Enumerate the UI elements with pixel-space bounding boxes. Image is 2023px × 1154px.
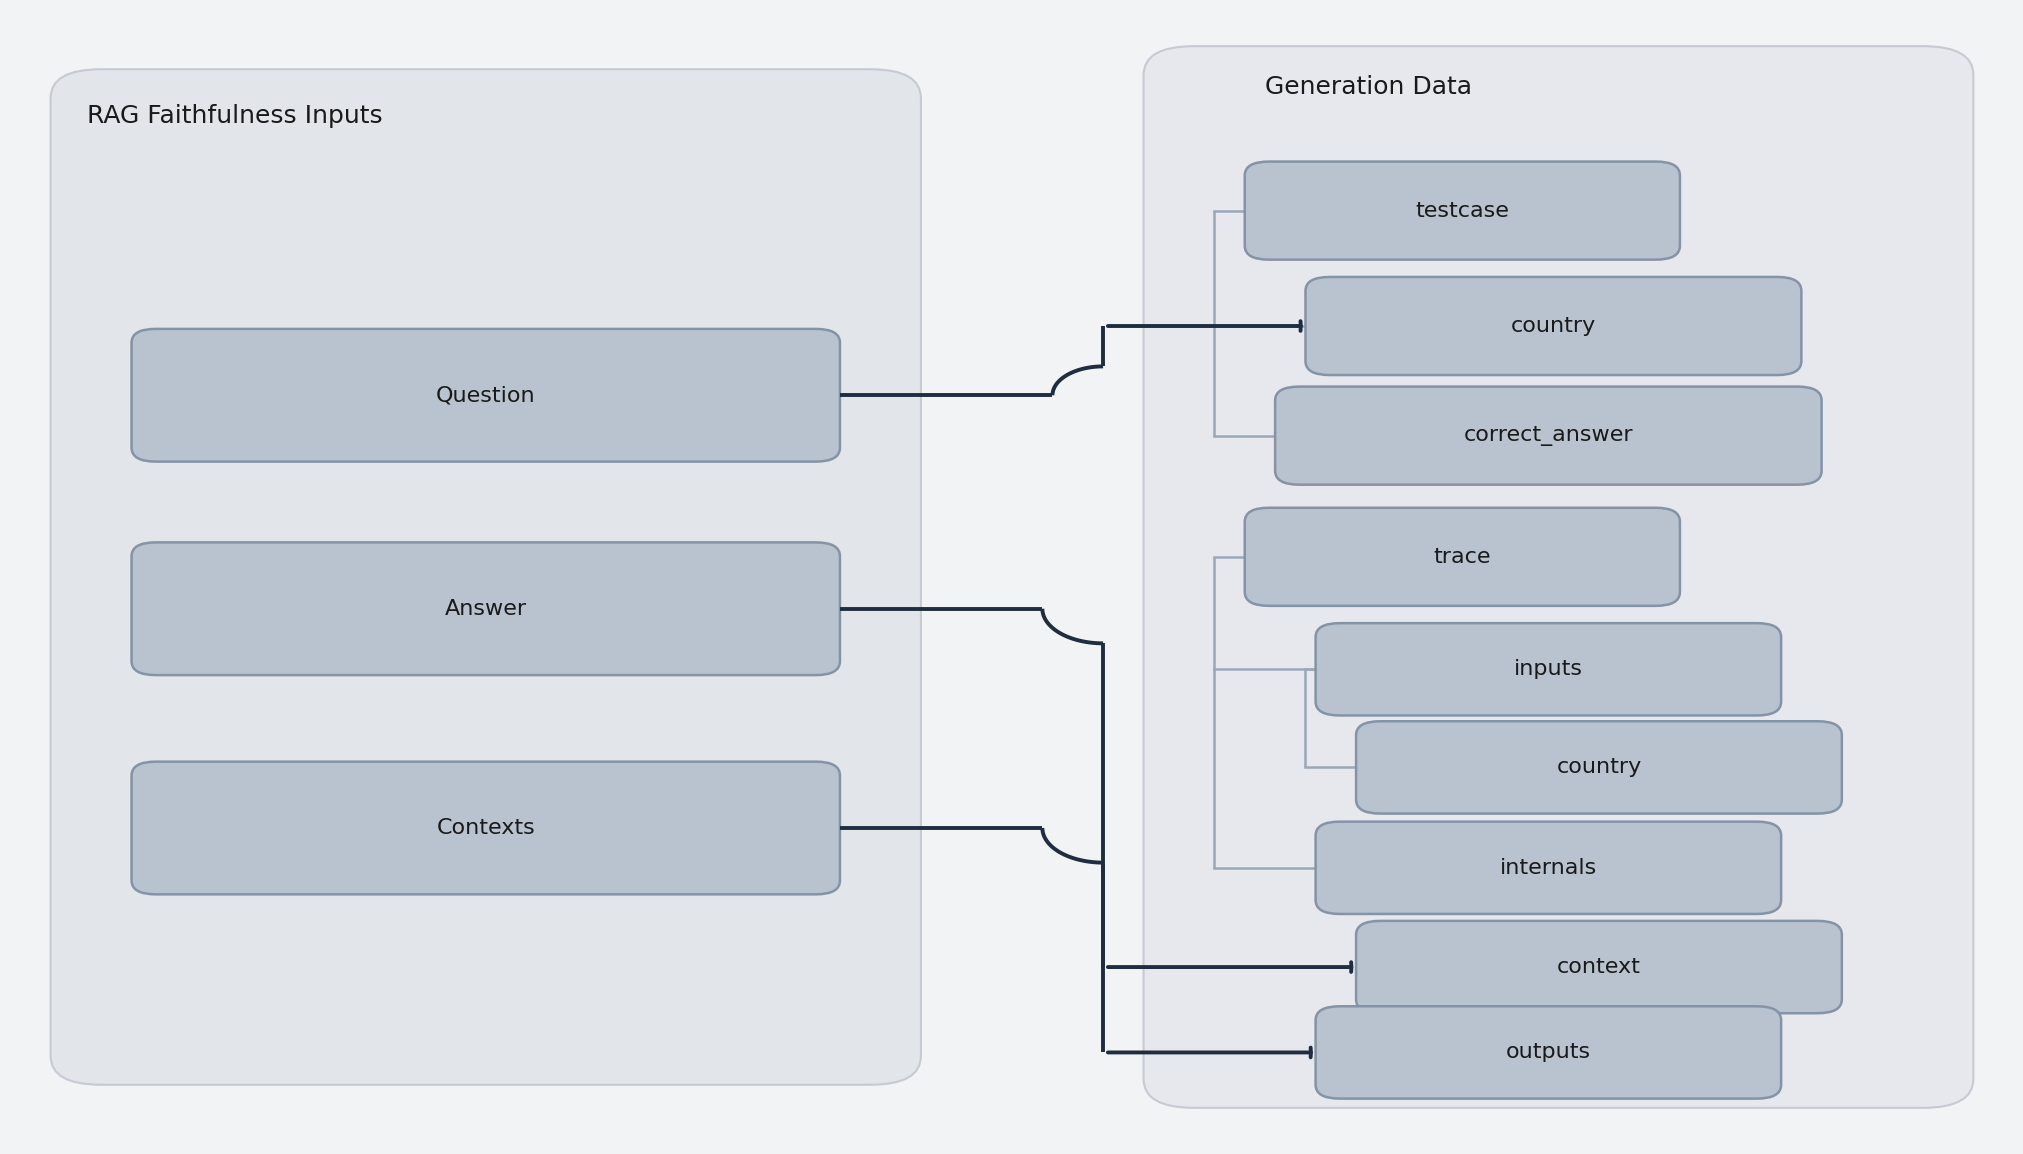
Text: Generation Data: Generation Data [1264,75,1471,99]
Text: country: country [1509,316,1596,336]
FancyBboxPatch shape [1355,721,1841,814]
FancyBboxPatch shape [51,69,920,1085]
FancyBboxPatch shape [1244,162,1679,260]
Text: country: country [1556,757,1641,778]
Text: RAG Faithfulness Inputs: RAG Faithfulness Inputs [87,104,382,128]
Text: Question: Question [435,385,536,405]
FancyBboxPatch shape [1355,921,1841,1013]
FancyBboxPatch shape [1315,822,1780,914]
Text: Answer: Answer [445,599,526,619]
FancyBboxPatch shape [131,542,840,675]
Text: context: context [1556,957,1641,977]
FancyBboxPatch shape [1315,623,1780,715]
Text: inputs: inputs [1513,659,1582,680]
Text: Contexts: Contexts [437,818,534,838]
Text: trace: trace [1432,547,1491,567]
FancyBboxPatch shape [1305,277,1800,375]
Text: testcase: testcase [1414,201,1509,220]
Text: internals: internals [1499,857,1596,878]
FancyBboxPatch shape [131,762,840,894]
FancyBboxPatch shape [131,329,840,462]
FancyBboxPatch shape [1244,508,1679,606]
Text: outputs: outputs [1505,1042,1590,1063]
FancyBboxPatch shape [1315,1006,1780,1099]
FancyBboxPatch shape [1143,46,1972,1108]
Text: correct_answer: correct_answer [1463,426,1633,445]
FancyBboxPatch shape [1274,387,1821,485]
